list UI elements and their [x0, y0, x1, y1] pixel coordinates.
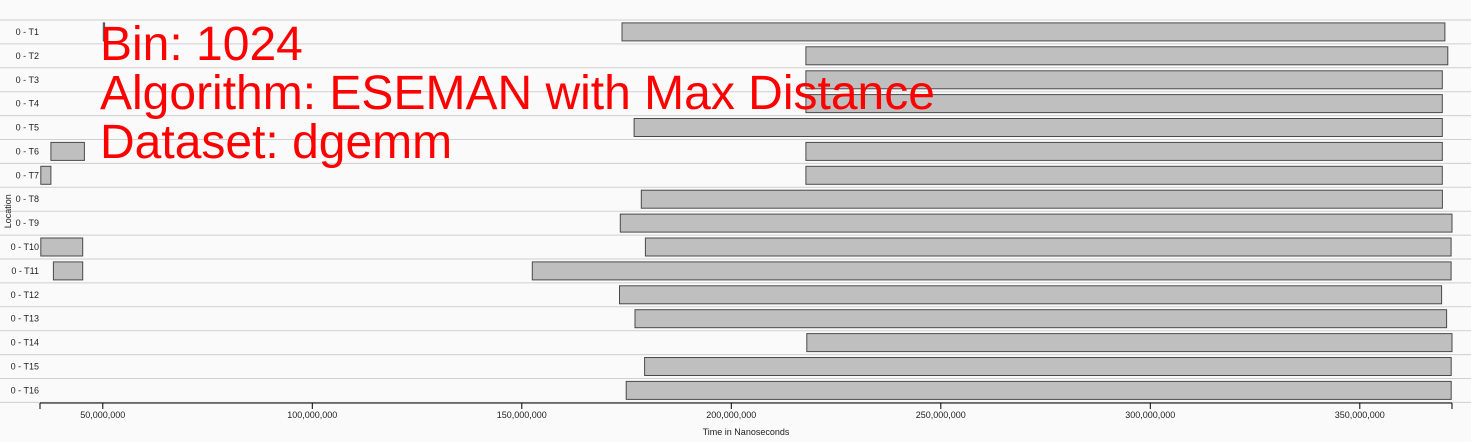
interval-bar — [50, 141, 85, 161]
row-label: 0 - T2 — [16, 51, 39, 61]
row-label: 0 - T15 — [11, 362, 39, 372]
row-label: 0 - T1 — [16, 27, 39, 37]
bin-label: Bin: 1024 — [100, 18, 303, 71]
algorithm-label: Algorithm: ESEMAN with Max Distance — [100, 67, 935, 120]
interval-bar — [805, 141, 1443, 161]
row-label: 0 - T5 — [16, 123, 39, 133]
interval-bar — [531, 261, 1452, 281]
interval-bar — [805, 70, 1443, 90]
interval-bar — [644, 357, 1452, 376]
interval-bar — [619, 285, 1443, 305]
row-label: 0 - T6 — [16, 146, 39, 156]
interval-bar — [625, 380, 1452, 400]
row-label: 0 - T14 — [11, 338, 39, 348]
x-tick-label: 300,000,000 — [1125, 410, 1175, 420]
x-tick-label: 200,000,000 — [706, 410, 756, 420]
interval-bar — [52, 261, 84, 281]
overlay-caption: Bin: 1024 Algorithm: ESEMAN with Max Dis… — [100, 20, 935, 167]
row-label: 0 - T7 — [16, 170, 39, 180]
x-axis-title: Time in Nanoseconds — [703, 427, 790, 437]
interval-bar — [805, 165, 1443, 185]
x-tick-label: 100,000,000 — [287, 410, 337, 420]
interval-bar — [644, 237, 1452, 257]
row-label: 0 - T3 — [16, 75, 39, 85]
y-axis-title: Location — [3, 194, 13, 228]
interval-bar — [40, 165, 52, 185]
x-tick-label: 250,000,000 — [916, 410, 966, 420]
dataset-label: Dataset: dgemm — [100, 116, 453, 169]
interval-bar — [806, 333, 1453, 353]
interval-bar — [633, 118, 1443, 137]
interval-bar — [634, 309, 1448, 329]
row-label: 0 - T11 — [11, 266, 39, 276]
row-label: 0 - T16 — [11, 385, 39, 395]
interval-bar — [640, 189, 1443, 209]
x-tick-label: 50,000,000 — [80, 410, 125, 420]
interval-bar — [619, 213, 1453, 233]
row-label: 0 - T9 — [16, 218, 39, 228]
interval-bar — [40, 237, 84, 257]
interval-bar — [621, 22, 1446, 42]
interval-bar — [805, 94, 1443, 114]
row-label: 0 - T10 — [11, 242, 39, 252]
row-label: 0 - T8 — [16, 194, 39, 204]
interval-bar — [102, 22, 106, 42]
x-tick-label: 150,000,000 — [497, 410, 547, 420]
row-label: 0 - T12 — [11, 290, 39, 300]
interval-bar — [805, 46, 1449, 66]
x-tick-label: 350,000,000 — [1335, 410, 1385, 420]
row-label: 0 - T13 — [11, 314, 39, 324]
row-label: 0 - T4 — [16, 99, 39, 109]
